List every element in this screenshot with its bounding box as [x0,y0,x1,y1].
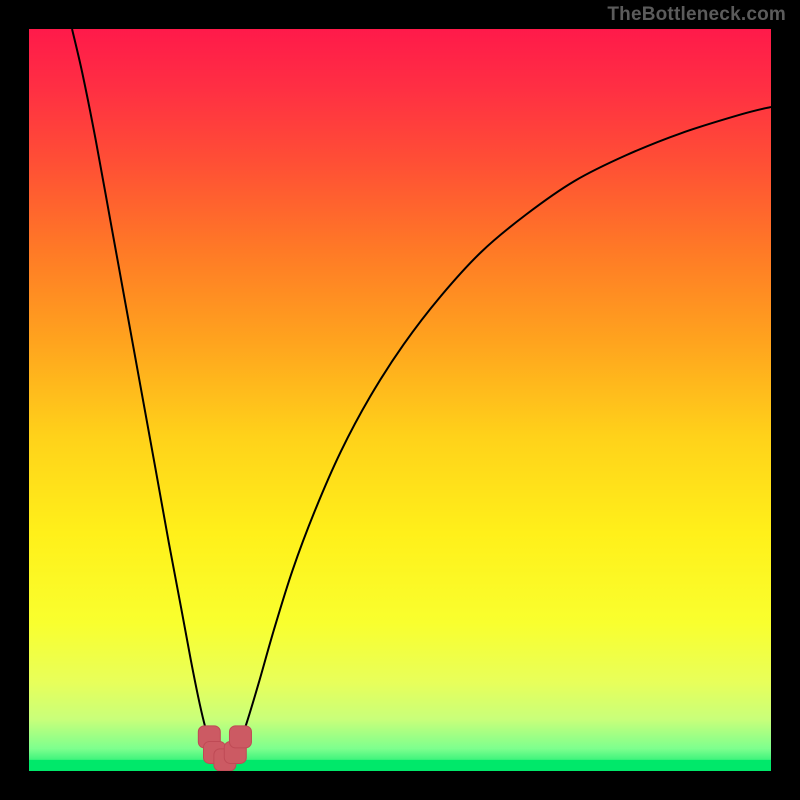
chart-svg [29,29,771,771]
watermark-text: TheBottleneck.com [607,4,786,26]
plot-frame [29,29,771,771]
marker [229,726,251,748]
green-band [29,760,771,771]
